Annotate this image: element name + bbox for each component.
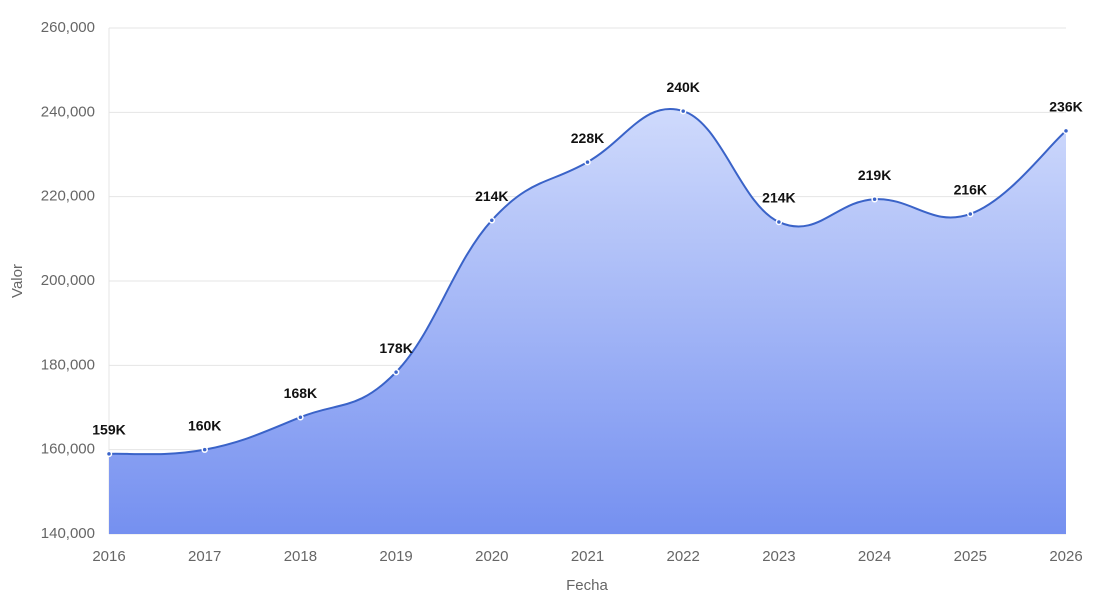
value-label: 214K xyxy=(762,190,795,206)
value-label: 160K xyxy=(188,417,221,433)
x-tick-label: 2021 xyxy=(571,548,604,565)
y-axis-title: Valor xyxy=(9,264,26,298)
line xyxy=(108,108,1067,456)
x-tick-label: 2020 xyxy=(475,548,508,565)
x-tick-label: 2025 xyxy=(954,548,987,565)
x-tick-label: 2018 xyxy=(284,548,317,565)
value-label: 159K xyxy=(92,422,125,438)
x-tick-label: 2022 xyxy=(667,548,700,565)
x-axis-title: Fecha xyxy=(566,577,608,594)
value-label: 228K xyxy=(571,130,604,146)
x-tick-label: 2026 xyxy=(1049,548,1082,565)
point xyxy=(871,195,878,203)
y-tick-label: 240,000 xyxy=(41,103,95,120)
y-tick-label: 140,000 xyxy=(41,525,95,542)
y-tick-label: 260,000 xyxy=(41,19,95,36)
value-label: 219K xyxy=(858,167,891,183)
value-label: 236K xyxy=(1049,99,1082,115)
y-tick-label: 200,000 xyxy=(41,272,95,289)
point xyxy=(392,368,400,376)
x-tick-label: 2024 xyxy=(858,548,891,565)
x-tick-label: 2017 xyxy=(188,548,221,565)
point xyxy=(679,107,687,115)
x-tick-label: 2016 xyxy=(92,548,125,565)
y-tick-label: 160,000 xyxy=(41,441,95,458)
area xyxy=(109,108,1066,535)
x-tick-label: 2023 xyxy=(762,548,795,565)
point xyxy=(297,413,304,421)
value-label: 240K xyxy=(666,79,699,95)
point xyxy=(775,218,783,226)
value-label: 178K xyxy=(379,340,412,356)
point xyxy=(201,446,208,453)
point xyxy=(967,210,974,218)
point xyxy=(584,158,591,166)
x-tick-label: 2019 xyxy=(379,548,412,565)
value-label: 168K xyxy=(284,385,317,401)
point xyxy=(488,217,496,224)
point xyxy=(1062,127,1070,135)
value-label: 216K xyxy=(954,182,987,198)
y-tick-label: 180,000 xyxy=(41,356,95,373)
value-label: 214K xyxy=(475,188,508,204)
y-tick-label: 220,000 xyxy=(41,188,95,205)
point xyxy=(105,450,113,458)
